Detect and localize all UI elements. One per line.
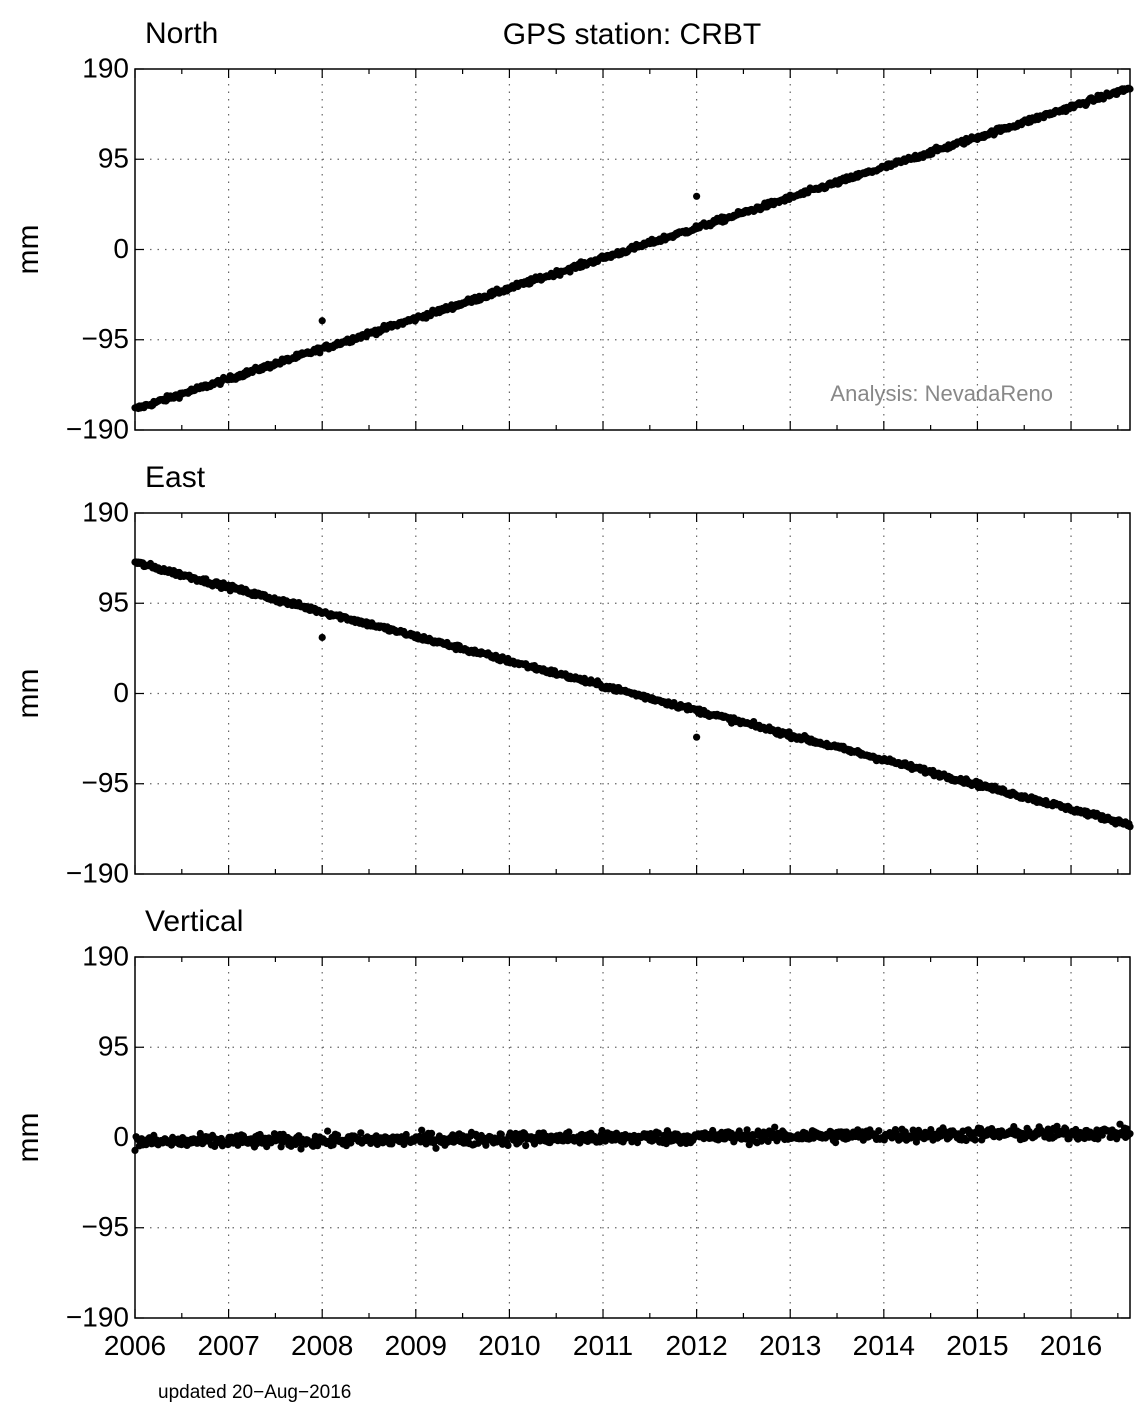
data-point [504,1141,512,1149]
data-point [432,1144,440,1152]
data-point [598,1126,606,1135]
data-point [428,1129,436,1137]
x-tick-label: 2013 [759,1330,821,1361]
data-point [1098,1131,1106,1139]
data-point [497,1130,505,1138]
outlier-point [318,317,326,325]
y-tick-label: −190 [66,413,129,444]
x-tick-label: 2008 [291,1330,353,1361]
x-tick-label: 2007 [197,1330,259,1361]
y-tick-label: 0 [113,233,129,264]
y-axis-label: mm [12,1113,45,1163]
y-axis-label: mm [12,225,45,275]
updated-footer: updated 20−Aug−2016 [158,1382,351,1403]
data-point [962,1136,970,1145]
data-point [138,1135,146,1143]
data-point [297,1145,305,1153]
y-tick-label: 95 [98,587,129,618]
data-point [971,1136,979,1144]
y-tick-label: −190 [66,857,129,888]
data-point [654,1129,663,1137]
y-tick-label: 95 [98,1031,129,1062]
x-tick-label: 2015 [946,1330,1008,1361]
outlier-point [693,733,701,741]
y-tick-label: −95 [82,1211,130,1242]
analysis-note: Analysis: NevadaReno [830,381,1053,406]
x-tick-label: 2011 [573,1330,633,1361]
y-tick-label: −95 [82,323,130,354]
y-tick-label: 0 [113,1121,129,1152]
data-point [333,1131,342,1139]
panel-east: 190 95 0 −95 −190 mm East [12,461,1134,888]
x-tick-label: 2012 [665,1330,727,1361]
data-point [832,1139,840,1147]
axes-frame [134,512,1131,875]
data-point [357,1129,365,1137]
y-axis-label: mm [12,669,45,719]
data-point [324,1127,332,1135]
data-point [771,1123,779,1131]
data-point [418,1126,426,1134]
x-tick-label: 2010 [478,1330,540,1361]
data-point [709,1126,717,1135]
y-tick-label: 0 [113,677,129,708]
data-point [909,1126,917,1134]
data-point [1062,1125,1070,1133]
outlier-point [693,192,701,200]
data-point [743,1126,751,1134]
data-point [927,1126,935,1134]
x-tick-label: 2016 [1040,1330,1102,1361]
y-tick-label: −95 [82,767,130,798]
x-tick-label: 2006 [104,1330,166,1361]
outlier-point [318,633,326,642]
y-tick-label: 190 [82,940,129,971]
axes-frame [134,956,1131,1319]
figure-title: GPS station: CRBT [503,18,761,51]
x-tick-label: 2014 [853,1330,915,1361]
y-tick-label: 95 [98,143,129,174]
data-point [565,1128,573,1136]
panel-north: 190 95 0 −95 −190 mm North [12,17,1134,444]
panel-title: North [145,17,218,50]
data-point [522,1142,530,1150]
panel-title: East [145,461,206,494]
y-tick-label: 190 [82,496,129,527]
panel-title: Vertical [145,905,243,938]
x-tick-label: 2009 [385,1330,447,1361]
y-tick-label: 190 [82,52,129,83]
data-point [875,1127,883,1135]
axes-frame [134,68,1131,431]
y-tick-label: −190 [66,1301,129,1332]
